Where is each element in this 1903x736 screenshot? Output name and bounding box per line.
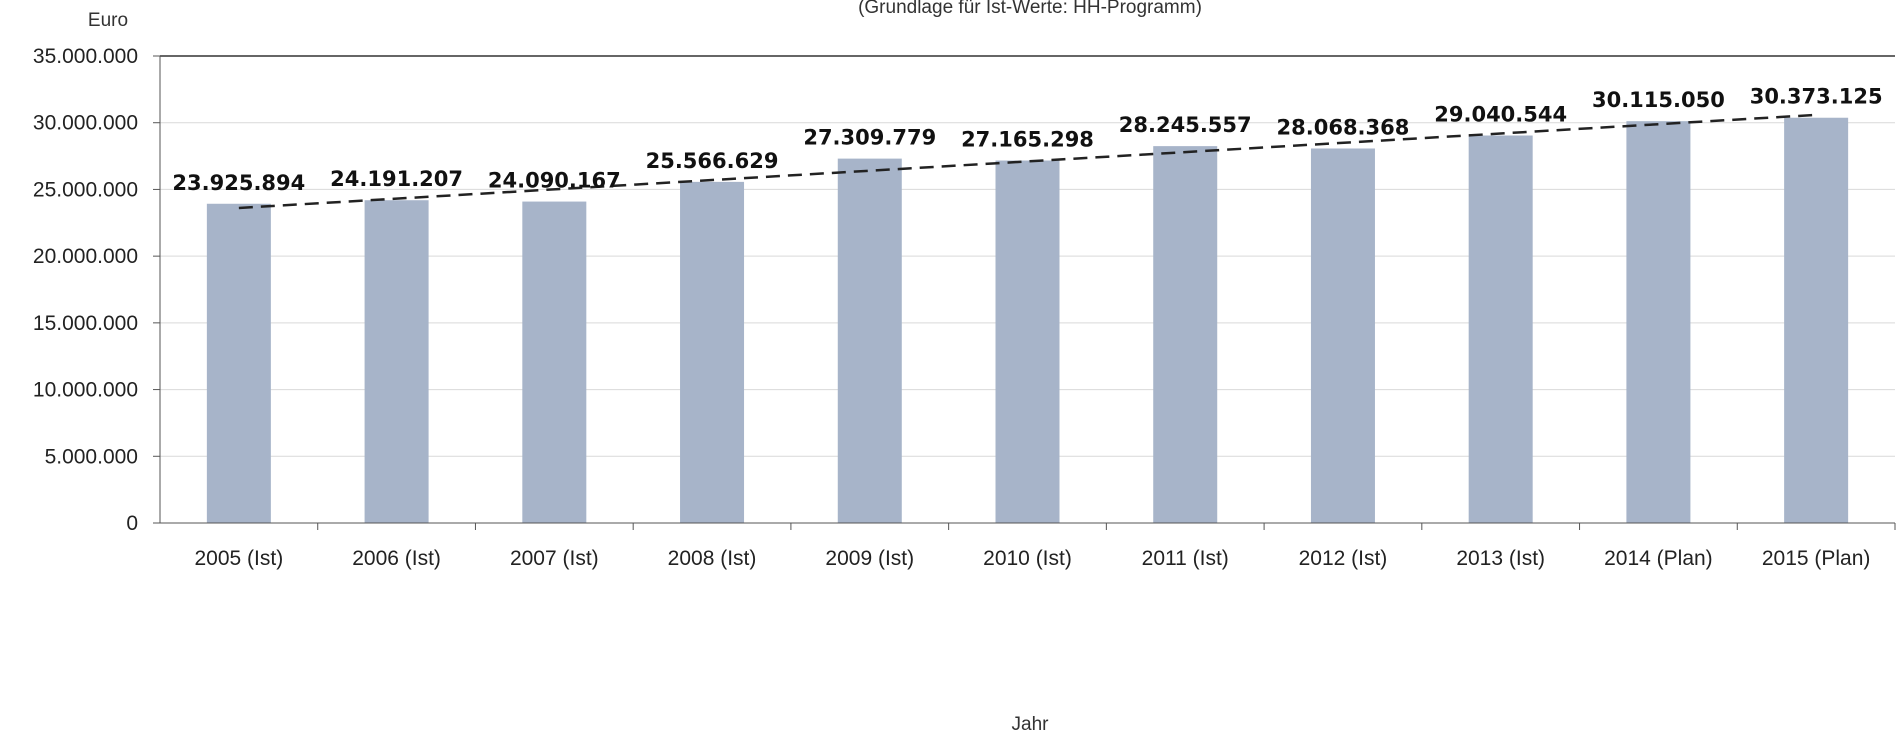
data-label: 27.165.298 bbox=[961, 128, 1094, 152]
y-tick-label: 20.000.000 bbox=[33, 245, 138, 268]
y-tick-label: 5.000.000 bbox=[45, 445, 138, 468]
axes: 0 5.000.000 10.000.000 15.000.000 20.000.000… bbox=[33, 45, 1896, 570]
data-label: 24.090.167 bbox=[488, 169, 621, 193]
x-tick-label: 2009 (Ist) bbox=[825, 547, 914, 570]
x-tick-label: 2014 (Plan) bbox=[1604, 547, 1713, 570]
data-label: 25.566.629 bbox=[646, 149, 779, 173]
y-axis-title: Euro bbox=[88, 10, 128, 31]
bar bbox=[1626, 121, 1691, 523]
data-label: 30.373.125 bbox=[1750, 85, 1883, 109]
x-tick-label: 2010 (Ist) bbox=[983, 547, 1072, 570]
data-label: 28.245.557 bbox=[1119, 113, 1252, 137]
bar bbox=[206, 203, 271, 524]
bar bbox=[1468, 135, 1533, 523]
bar bbox=[364, 200, 429, 523]
bar bbox=[1784, 117, 1849, 524]
data-label: 23.925.894 bbox=[172, 171, 305, 195]
data-label: 29.040.544 bbox=[1434, 103, 1567, 127]
data-label: 27.309.779 bbox=[803, 126, 936, 150]
data-label: 30.115.050 bbox=[1592, 88, 1725, 112]
bar bbox=[680, 181, 745, 524]
y-tick-label: 30.000.000 bbox=[33, 112, 138, 135]
x-tick-label: 2007 (Ist) bbox=[510, 547, 599, 570]
x-tick-label: 2013 (Ist) bbox=[1456, 547, 1545, 570]
bar bbox=[995, 160, 1060, 524]
x-tick-label: 2006 (Ist) bbox=[352, 547, 441, 570]
x-tick-label: 2015 (Plan) bbox=[1762, 547, 1871, 570]
x-axis-title: Jahr bbox=[1012, 714, 1050, 735]
x-tick-label: 2005 (Ist) bbox=[195, 547, 284, 570]
bar bbox=[522, 201, 587, 523]
x-tick-label: 2011 (Ist) bbox=[1142, 547, 1229, 570]
y-tick-label: 15.000.000 bbox=[33, 312, 138, 335]
bar bbox=[1153, 146, 1218, 523]
data-label: 24.191.207 bbox=[330, 167, 463, 191]
y-tick-label: 0 bbox=[126, 512, 138, 535]
bars bbox=[206, 117, 1849, 524]
data-labels: 23.925.894 24.191.207 24.090.167 25.566.629… bbox=[172, 85, 1882, 195]
y-tick-label: 35.000.000 bbox=[33, 45, 138, 68]
x-tick-label: 2008 (Ist) bbox=[668, 547, 757, 570]
bar bbox=[837, 158, 902, 523]
chart-subtitle: (Grundlage für Ist-Werte: HH-Programm) bbox=[858, 0, 1202, 18]
data-label: 28.068.368 bbox=[1277, 115, 1410, 139]
y-tick-label: 10.000.000 bbox=[33, 379, 138, 402]
bar bbox=[1310, 148, 1375, 523]
y-tick-label: 25.000.000 bbox=[33, 178, 138, 201]
x-tick-label: 2012 (Ist) bbox=[1299, 547, 1388, 570]
